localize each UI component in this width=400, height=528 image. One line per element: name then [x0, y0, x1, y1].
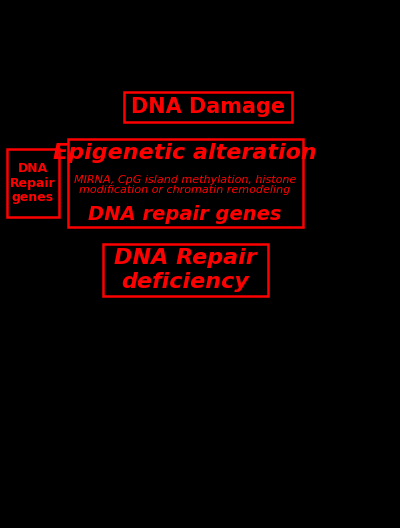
Text: DNA Damage: DNA Damage: [131, 97, 285, 117]
Text: DNA
Repair
genes: DNA Repair genes: [10, 162, 56, 204]
Bar: [7, 149, 59, 217]
Bar: [102, 244, 268, 296]
Bar: [68, 139, 302, 227]
Text: DNA Repair
deficiency: DNA Repair deficiency: [114, 248, 256, 291]
Text: MIRNA, CpG island methylation, histone
modification or chromatin remodeling: MIRNA, CpG island methylation, histone m…: [74, 175, 296, 195]
Text: Epigenetic alteration: Epigenetic alteration: [53, 143, 317, 163]
Text: DNA repair genes: DNA repair genes: [88, 205, 282, 224]
Bar: [124, 92, 292, 122]
